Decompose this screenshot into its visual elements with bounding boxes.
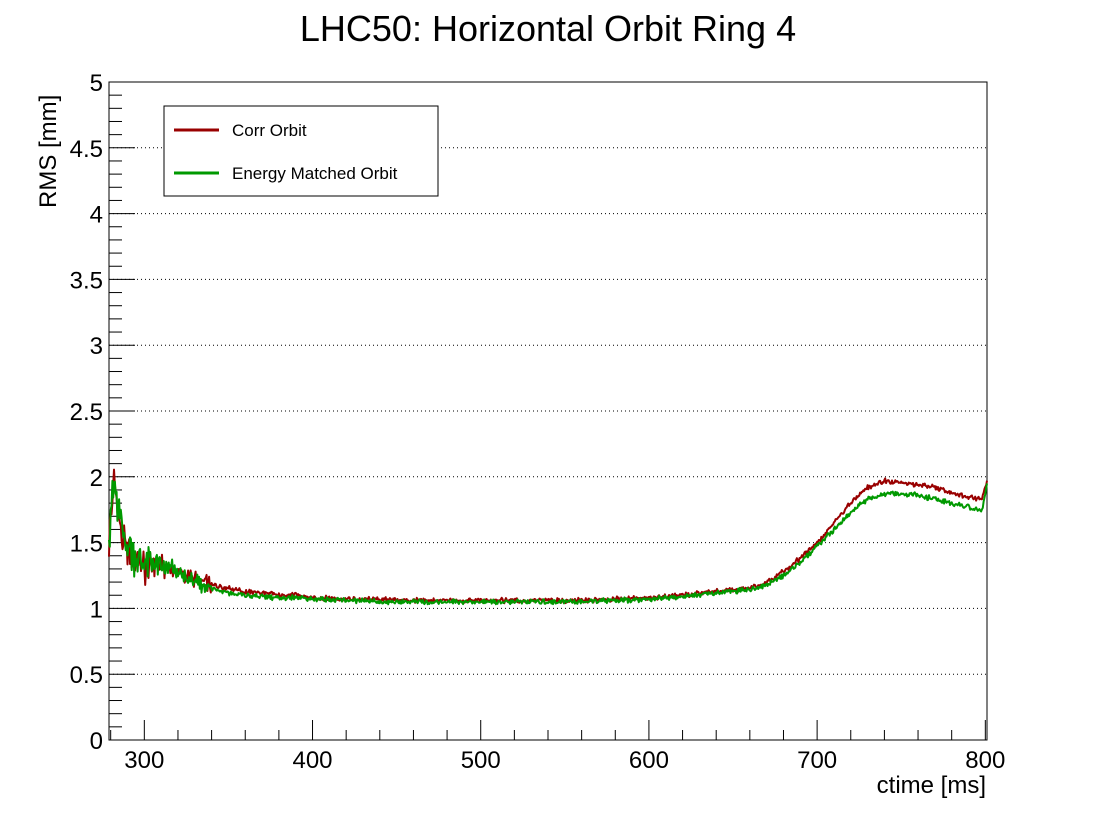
- y-axis-title: RMS [mm]: [35, 95, 62, 208]
- legend: Corr Orbit Energy Matched Orbit: [163, 105, 439, 197]
- y-tick-label: 1.5: [70, 531, 103, 558]
- y-tick-label: 2: [90, 465, 103, 492]
- x-tick-label: 600: [629, 747, 669, 774]
- x-tick-label: 700: [797, 747, 837, 774]
- y-tick-label: 5: [90, 70, 103, 97]
- ticks-layer: 0 0.5 1 1.5 2 2.5 3 3.5 4 4.5 5 300 400 500 600 700 800: [70, 70, 1006, 774]
- x-tick-label: 500: [461, 747, 501, 774]
- x-tick-label: 400: [292, 747, 332, 774]
- y-tick-label: 4: [90, 202, 103, 229]
- chart-title: LHC50: Horizontal Orbit Ring 4: [299, 8, 797, 49]
- legend-label-corr-orbit: Corr Orbit: [232, 121, 307, 140]
- y-tick-label: 2.5: [70, 399, 103, 426]
- x-tick-label: 300: [124, 747, 164, 774]
- series-line-energy-matched-orbit: [108, 479, 988, 606]
- x-axis-title: ctime [ms]: [877, 772, 986, 799]
- y-tick-label: 0: [90, 728, 103, 755]
- y-tick-label: 3.5: [70, 267, 103, 294]
- series-line-corr-orbit: [108, 468, 988, 605]
- y-tick-label: 0.5: [70, 662, 103, 689]
- x-tick-label: 800: [965, 747, 1005, 774]
- legend-label-energy-matched-orbit: Energy Matched Orbit: [232, 164, 398, 183]
- y-tick-label: 1: [90, 596, 103, 623]
- y-tick-label: 3: [90, 333, 103, 360]
- y-tick-label: 4.5: [70, 136, 103, 163]
- legend-box: [163, 105, 439, 197]
- series-layer: [108, 468, 988, 606]
